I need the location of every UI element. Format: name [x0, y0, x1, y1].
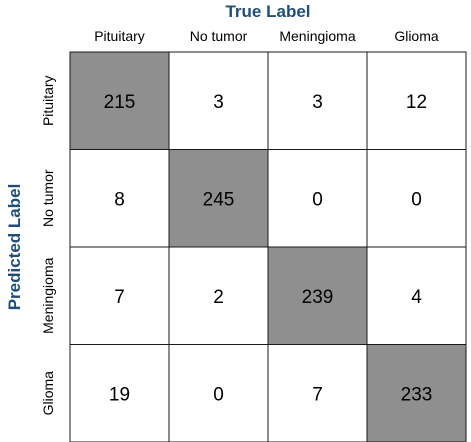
- matrix-cell-0-2: [267, 51, 368, 150]
- cell-value-1-0: 8: [114, 189, 125, 210]
- row-header-glioma: Glioma: [40, 371, 56, 416]
- matrix-cell-2-1: [168, 246, 269, 345]
- cell-value-2-3: 4: [411, 287, 422, 308]
- cell-value-3-1: 0: [213, 384, 224, 405]
- row-header-meningioma: Meningioma: [40, 257, 56, 333]
- cell-value-0-2: 3: [312, 92, 323, 113]
- cell-value-2-2: 239: [302, 287, 334, 308]
- matrix-cell-3-1: [168, 344, 269, 442]
- matrix-cell-2-3: [366, 246, 467, 345]
- y-axis-title: Predicted Label: [5, 184, 24, 311]
- x-axis-title: True Label: [225, 2, 310, 21]
- matrix-cell-0-3: [366, 51, 467, 150]
- cell-value-2-0: 7: [114, 287, 125, 308]
- column-header-meningioma: Meningioma: [279, 28, 355, 44]
- matrix-cell-1-0: [69, 149, 170, 248]
- cell-value-1-2: 0: [312, 189, 323, 210]
- cell-value-3-3: 233: [401, 384, 433, 405]
- matrix-cell-1-1: [168, 149, 269, 248]
- row-header-no-tumor: No tumor: [40, 169, 56, 227]
- column-header-no-tumor: No tumor: [190, 28, 248, 44]
- cell-value-3-0: 19: [109, 384, 130, 405]
- matrix-cell-1-3: [366, 149, 467, 248]
- cell-value-0-3: 12: [406, 92, 427, 113]
- matrix-cell-3-3: [366, 344, 467, 442]
- cell-value-2-1: 2: [213, 287, 224, 308]
- cell-value-1-3: 0: [411, 189, 422, 210]
- column-header-glioma: Glioma: [394, 28, 439, 44]
- cell-value-0-0: 215: [104, 92, 136, 113]
- row-headers: Pituitary No tumor Meningioma Glioma: [40, 75, 56, 415]
- column-headers: Pituitary No tumor Meningioma Glioma: [94, 28, 439, 44]
- matrix-cells: 215 3 3 12 8 245 0 0 7 2 239 4 19 0 7 233: [69, 51, 467, 442]
- column-header-pituitary: Pituitary: [94, 28, 145, 44]
- cell-value-1-1: 245: [203, 189, 235, 210]
- cell-value-0-1: 3: [213, 92, 224, 113]
- cell-value-3-2: 7: [312, 384, 323, 405]
- matrix-cell-3-0: [69, 344, 170, 442]
- matrix-cell-0-0: [69, 51, 170, 150]
- matrix-cell-0-1: [168, 51, 269, 150]
- matrix-cell-3-2: [267, 344, 368, 442]
- row-header-pituitary: Pituitary: [40, 75, 56, 126]
